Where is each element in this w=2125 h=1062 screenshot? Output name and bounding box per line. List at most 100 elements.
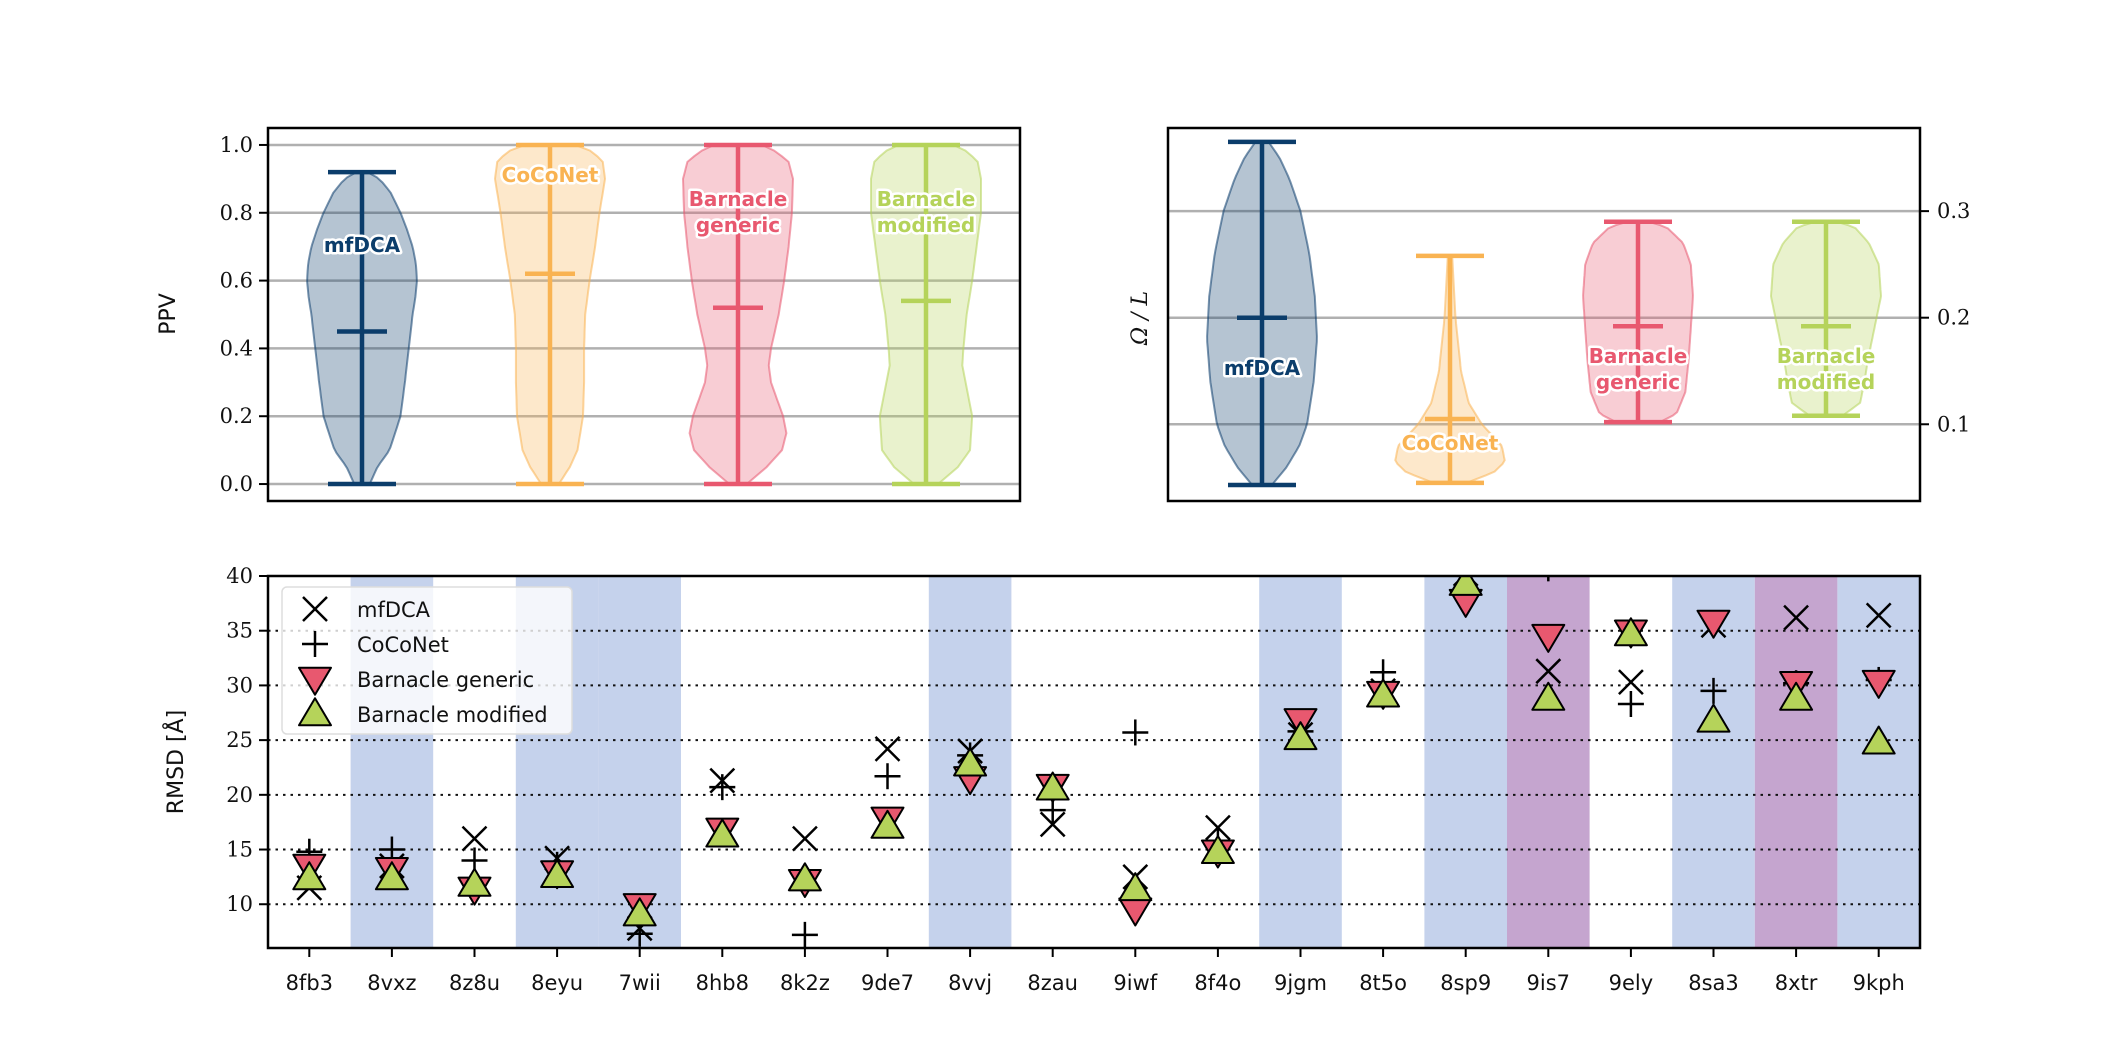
ytick-label: 0.2	[1937, 306, 1970, 330]
violin-label-barnacle-modified: Barnacle	[877, 187, 976, 211]
point-barnacle-modified-8xtr	[1779, 681, 1814, 711]
legend-label-mfdca: mfDCA	[357, 598, 431, 622]
violin-label-coconet: CoCoNet	[502, 163, 599, 187]
point-barnacle-modified-8z8u	[457, 867, 492, 897]
point-barnacle-modified-9kph	[1861, 725, 1896, 755]
ytick-label: 25	[226, 728, 253, 752]
xtick-label-8zau: 8zau	[1027, 971, 1078, 995]
ytick-label: 0.0	[220, 472, 253, 496]
xtick-label-8k2z: 8k2z	[780, 971, 830, 995]
point-barnacle-modified-7wii	[622, 897, 657, 927]
point-barnacle-generic-8sa3	[1696, 609, 1731, 639]
point-barnacle-modified-8hb8	[705, 818, 740, 848]
point-barnacle-modified-9de7	[870, 809, 905, 839]
band-7wii	[598, 576, 681, 948]
violin-label-barnacle-modified: modified	[877, 213, 975, 237]
point-coconet-9iwf	[1122, 719, 1149, 746]
ytick-label: 40	[226, 564, 253, 588]
ytick-label: 1.0	[220, 133, 253, 157]
point-mfdca-8z8u	[461, 825, 488, 852]
legend-marker-mfdca	[302, 596, 328, 622]
band-9jgm	[1259, 576, 1342, 948]
violin-label-barnacle-generic: generic	[1596, 370, 1680, 394]
ytick-label: 10	[226, 892, 253, 916]
point-mfdca-9kph	[1865, 602, 1892, 629]
legend-label-coconet: CoCoNet	[357, 633, 449, 657]
point-barnacle-modified-8f4o	[1200, 834, 1235, 864]
point-mfdca-8f4o	[1205, 814, 1231, 841]
point-mfdca-9is7	[1535, 658, 1562, 685]
point-coconet-9de7	[874, 763, 901, 790]
point-mfdca-8xtr	[1783, 604, 1809, 631]
point-barnacle-modified-8sa3	[1696, 703, 1731, 733]
rmsd-scatter-chart: 10 15 20 25 30 35 40 8fb3 8vxz 8z8u 8eyu 7wii 8hb8 8k…	[162, 564, 1922, 995]
xtick-label-8sa3: 8sa3	[1688, 971, 1739, 995]
xtick-label-8fb3: 8fb3	[286, 971, 333, 995]
violin-label-barnacle-generic: generic	[696, 213, 780, 237]
violin-label-mfdca: mfDCA	[324, 233, 401, 257]
plot-frame	[266, 126, 1022, 503]
point-barnacle-modified-8zau	[1035, 771, 1070, 801]
legend-marker-barnacle-modified	[298, 697, 332, 727]
point-barnacle-modified-8vvj	[953, 747, 988, 777]
legend-label-barnacle-generic: Barnacle generic	[357, 668, 534, 692]
violin-label-barnacle-generic: Barnacle	[1589, 344, 1688, 368]
point-barnacle-generic-9is7	[1531, 623, 1566, 653]
y-axis-label: Ω / L	[1128, 291, 1153, 346]
violin-label-barnacle-modified: Barnacle	[1777, 344, 1876, 368]
ppv-violin-chart: mfDCACoCoNetBarnaclegenericBarnaclemodif…	[156, 126, 1022, 503]
ytick-label: 15	[226, 838, 253, 862]
ytick-label: 35	[226, 619, 253, 643]
violin-label-mfdca: mfDCA	[1224, 356, 1301, 380]
plot-frame	[1166, 126, 1922, 503]
point-barnacle-modified-9iwf	[1118, 872, 1153, 902]
violin-label-barnacle-generic: Barnacle	[689, 187, 788, 211]
xtick-label-9is7: 9is7	[1527, 971, 1571, 995]
ytick-label: 0.4	[220, 336, 253, 360]
xtick-label-9ely: 9ely	[1609, 971, 1654, 995]
ytick-label: 0.2	[220, 404, 253, 428]
omega-violin-chart: mfDCACoCoNetBarnaclegenericBarnaclemodif…	[1128, 126, 1970, 503]
point-barnacle-modified-9jgm	[1283, 721, 1318, 751]
band-8sp9	[1424, 576, 1507, 948]
ytick-label: 20	[226, 783, 253, 807]
xtick-label-8vxz: 8vxz	[367, 971, 416, 995]
xtick-label-8eyu: 8eyu	[531, 971, 583, 995]
ytick-label: 0.6	[220, 269, 253, 293]
legend-label-barnacle-modified: Barnacle modified	[357, 703, 548, 727]
ytick-label: 30	[226, 673, 253, 697]
point-barnacle-modified-9is7	[1531, 681, 1566, 711]
violin-label-barnacle-modified: modified	[1777, 370, 1875, 394]
band-8xtr	[1754, 576, 1838, 948]
xtick-label-8t5o: 8t5o	[1359, 971, 1407, 995]
ytick-label: 0.8	[220, 201, 253, 225]
point-mfdca-9ely	[1618, 669, 1644, 696]
xtick-label-8xtr: 8xtr	[1775, 971, 1818, 995]
point-barnacle-modified-8k2z	[787, 862, 822, 892]
point-barnacle-modified-8eyu	[540, 859, 575, 889]
y-axis-label: PPV	[156, 293, 181, 335]
y-axis-label: RMSD [Å]	[162, 710, 189, 814]
legend: mfDCA CoCoNet Barnacle generic Barnacle mod…	[281, 586, 573, 735]
point-coconet-8k2z	[791, 921, 818, 948]
band-9kph	[1837, 576, 1920, 948]
point-barnacle-modified-8vxz	[374, 861, 409, 891]
point-mfdca-9de7	[874, 735, 901, 762]
plot-frame	[266, 574, 1922, 950]
xtick-label-9de7: 9de7	[861, 971, 914, 995]
point-coconet-8hb8	[709, 774, 736, 801]
point-barnacle-generic-9kph	[1861, 669, 1896, 699]
xtick-label-7wii: 7wii	[619, 971, 661, 995]
markers	[292, 576, 1896, 948]
ytick-label: 0.1	[1937, 412, 1970, 436]
xtick-label-9jgm: 9jgm	[1274, 971, 1327, 995]
point-barnacle-modified-9ely	[1613, 617, 1648, 647]
xtick-label-9kph: 9kph	[1853, 971, 1905, 995]
xtick-label-8sp9: 8sp9	[1440, 971, 1491, 995]
point-mfdca-8zau	[1039, 811, 1066, 838]
xtick-label-8hb8: 8hb8	[696, 971, 749, 995]
xtick-label-8z8u: 8z8u	[449, 971, 500, 995]
legend-box	[281, 586, 573, 735]
point-mfdca-8k2z	[792, 825, 818, 852]
